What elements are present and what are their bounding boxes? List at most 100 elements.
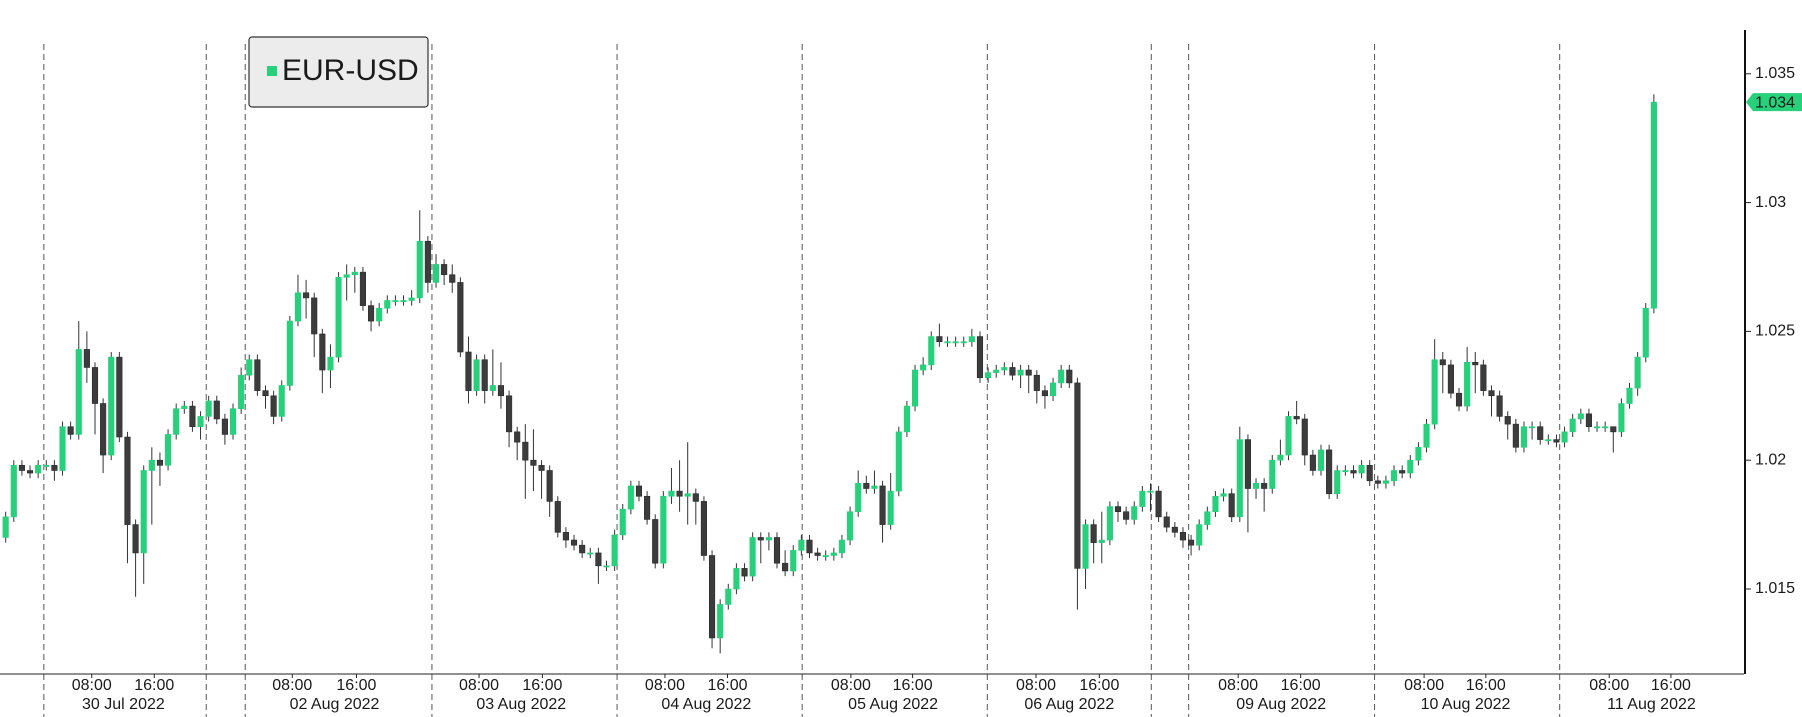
candle-body	[311, 297, 318, 335]
candle-body	[1098, 539, 1105, 543]
candle-body	[1244, 439, 1251, 489]
candle-body	[1123, 511, 1130, 520]
x-tick-label: 08:00	[831, 677, 871, 694]
candle-body	[75, 349, 82, 435]
candle-body	[1131, 506, 1138, 520]
candle-body	[1106, 506, 1113, 541]
axes-layer: 1.015 1.02 1.025 1.03 1.035 08:00 16:00 08:00 16…	[0, 30, 1802, 713]
candle-body	[1391, 470, 1398, 482]
candle-body	[416, 240, 423, 299]
x-tick-label: 08:00	[1404, 677, 1444, 694]
x-tick-label: 08:00	[272, 677, 312, 694]
candle-body	[1537, 426, 1544, 440]
candle-body	[35, 465, 42, 474]
date-label: 10 Aug 2022	[1421, 696, 1511, 713]
candle-body	[1334, 470, 1341, 494]
candle-body	[1529, 426, 1536, 429]
candle-body	[1415, 447, 1422, 461]
date-label: 30 Jul 2022	[82, 696, 165, 713]
candle-body	[10, 465, 17, 518]
candle-body	[960, 341, 967, 344]
candle-body	[952, 341, 959, 344]
candle-body	[627, 485, 634, 510]
candle-body	[619, 508, 626, 536]
candle-body	[359, 271, 366, 306]
candle-body	[668, 490, 675, 497]
x-tick-label: 16:00	[707, 677, 747, 694]
x-tick-label: 08:00	[1589, 677, 1629, 694]
candle-body	[100, 403, 107, 456]
candle-body	[708, 555, 716, 639]
candle-body	[644, 495, 651, 520]
candle-body	[1293, 416, 1300, 420]
candle-body	[18, 465, 25, 471]
candle-body	[936, 336, 943, 342]
candle-body	[684, 493, 691, 497]
candle-body	[830, 552, 837, 556]
candle-body	[871, 485, 878, 489]
candle-body	[319, 333, 326, 371]
candle-body	[895, 431, 902, 492]
x-tick-label: 16:00	[336, 677, 376, 694]
candle-body	[108, 356, 115, 456]
candle-body	[173, 408, 180, 435]
candle-body	[676, 490, 683, 497]
candle-body	[920, 364, 927, 371]
x-tick-label: 08:00	[1218, 677, 1258, 694]
candle-body	[587, 552, 594, 555]
candle-body	[911, 369, 919, 407]
y-tick-label: 1.02	[1755, 451, 1786, 468]
candle-body	[1049, 382, 1057, 397]
date-label: 06 Aug 2022	[1024, 696, 1114, 713]
candle-body	[1520, 426, 1528, 448]
candle-body	[1561, 431, 1568, 443]
x-tick-label: 16:00	[1079, 677, 1119, 694]
candle-body	[538, 465, 545, 471]
candle-body	[67, 426, 74, 435]
candle-body	[1577, 413, 1584, 420]
candle-body	[213, 400, 220, 420]
candle-body	[343, 274, 350, 278]
candle-body	[116, 356, 123, 438]
candle-body	[441, 264, 448, 276]
candle-body	[1301, 418, 1308, 456]
candle-body	[725, 588, 732, 605]
candle-body	[1171, 526, 1178, 533]
candle-body	[1610, 426, 1617, 433]
candle-body	[1269, 459, 1276, 489]
candle-body	[1342, 470, 1349, 472]
candle-body	[1228, 493, 1235, 518]
candle-body	[855, 483, 862, 513]
date-label: 09 Aug 2022	[1236, 696, 1326, 713]
candle-body	[1626, 387, 1633, 404]
candle-body	[1504, 416, 1511, 425]
candle-body	[530, 459, 537, 466]
candle-body	[1634, 356, 1641, 389]
candle-body	[384, 300, 391, 309]
candle-body	[286, 320, 293, 386]
date-label: 03 Aug 2022	[476, 696, 566, 713]
candle-body	[879, 485, 886, 525]
candle-body	[887, 490, 894, 525]
candle-body	[1553, 439, 1560, 443]
candle-body	[595, 552, 602, 567]
candle-body	[1488, 390, 1495, 397]
candle-body	[611, 534, 618, 567]
candle-body	[481, 359, 488, 391]
candle-body	[1602, 426, 1609, 429]
candle-body	[294, 292, 302, 322]
candle-body	[1545, 439, 1552, 442]
candle-body	[367, 305, 375, 322]
candle-body	[1001, 367, 1008, 371]
candle-body	[717, 604, 724, 639]
candle-body	[51, 465, 58, 471]
candle-body	[1496, 395, 1503, 417]
candle-body	[847, 511, 854, 541]
candle-body	[700, 501, 707, 556]
candle-body	[506, 395, 513, 433]
candle-body	[1358, 465, 1365, 474]
date-label: 05 Aug 2022	[848, 696, 938, 713]
